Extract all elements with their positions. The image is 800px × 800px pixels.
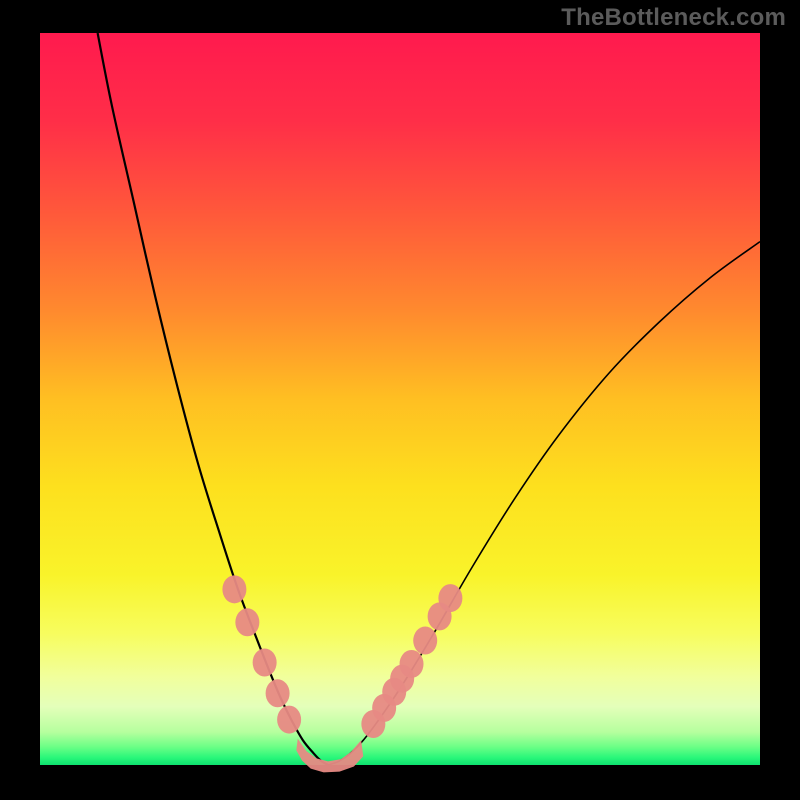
marker-left-1 — [235, 608, 259, 636]
marker-left-4 — [277, 706, 301, 734]
bottleneck-vcurve-chart — [0, 0, 800, 800]
marker-right-5 — [413, 627, 437, 655]
chart-container: TheBottleneck.com — [0, 0, 800, 800]
watermark-text: TheBottleneck.com — [561, 4, 786, 32]
marker-left-2 — [253, 649, 277, 677]
marker-right-7 — [438, 584, 462, 612]
marker-left-3 — [266, 679, 290, 707]
marker-left-0 — [222, 575, 246, 603]
plot-background — [40, 33, 760, 765]
marker-right-4 — [400, 650, 424, 678]
